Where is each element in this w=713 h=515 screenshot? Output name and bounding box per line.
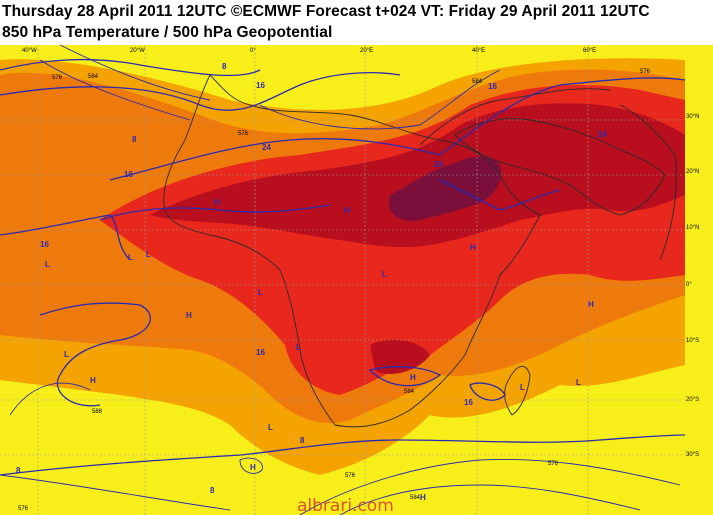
- contour-label: 24: [598, 130, 607, 139]
- contour-16-west: [0, 214, 131, 261]
- contour-label: 584: [404, 389, 415, 395]
- pressure-center: H: [214, 198, 220, 207]
- tick-lon-20w: 20°W: [130, 48, 145, 54]
- pressure-center: L: [45, 260, 50, 269]
- geo-576-southwest: [0, 474, 231, 511]
- contour-label: 576: [548, 461, 559, 467]
- contour-labels: 8 16 16 8 24 24 16 16 16 24 576 584 576 …: [16, 62, 651, 512]
- contour-label: 24: [262, 143, 271, 152]
- band-dark-red-south: [370, 339, 430, 375]
- geo-584-north: [59, 45, 211, 101]
- pressure-center: H: [344, 206, 350, 215]
- contour-label: 576: [238, 131, 249, 137]
- tick-lon-20e: 20°E: [360, 48, 373, 54]
- top-ticks: 40°W 20°W 0° 20°E 40°E 60°E: [22, 48, 596, 54]
- tick-lat-20s: 20°S: [686, 397, 699, 403]
- pressure-center: H: [470, 243, 476, 252]
- tick-lat-10n: 10°N: [686, 225, 699, 231]
- coast-arabia: [454, 118, 666, 216]
- pressure-center: H: [186, 311, 192, 320]
- pressure-center: H: [250, 463, 256, 472]
- geo-576-north: [39, 59, 191, 121]
- contour-label: 8: [222, 62, 227, 71]
- watermark-text: albrari.com: [297, 496, 394, 515]
- tick-lat-30s: 30°S: [686, 452, 699, 458]
- contour-label: 8: [300, 436, 305, 445]
- contour-label: 584: [410, 495, 421, 501]
- pressure-center: L: [258, 288, 263, 297]
- contour-16-east: [469, 382, 506, 401]
- contour-label: 16: [40, 240, 49, 249]
- coast-madagascar: [504, 365, 531, 416]
- geo-588-southwest: [9, 382, 91, 416]
- pressure-center: H: [420, 493, 426, 502]
- tick-lat-20n: 20°N: [686, 169, 699, 175]
- coast-mediterranean: [419, 88, 611, 146]
- pressure-center: L: [128, 253, 133, 262]
- map-title-forecast: Thursday 28 April 2011 12UTC ©ECMWF Fore…: [2, 3, 650, 20]
- geopotential-contours: [0, 45, 681, 515]
- contour-16-north: [0, 72, 401, 111]
- tick-lat-0: 0°: [686, 282, 692, 288]
- tick-lat-10s: 10°S: [686, 338, 699, 344]
- geo-584-south: [339, 484, 641, 515]
- tick-lon-0: 0°: [250, 48, 256, 54]
- contour-label: 588: [92, 409, 103, 415]
- contour-24-south: [368, 366, 442, 387]
- coastlines: [163, 74, 677, 428]
- contour-label: 16: [256, 81, 265, 90]
- geo-576-central: [259, 69, 501, 130]
- pressure-center: L: [520, 383, 525, 392]
- pressure-center: L: [382, 270, 387, 279]
- contour-label: 16: [124, 170, 133, 179]
- pressure-center: L: [146, 250, 151, 259]
- contour-16-southwest: [39, 302, 152, 407]
- contour-label: 8: [132, 135, 137, 144]
- temperature-contours: [0, 58, 686, 476]
- contour-label: 16: [256, 348, 265, 357]
- contour-label: 24: [434, 160, 443, 169]
- contour-label: 576: [345, 473, 356, 479]
- contour-label: 8: [16, 466, 21, 475]
- forecast-map: 40°W 20°W 0° 20°E 40°E 60°E 30°N 20°N 10…: [0, 45, 713, 515]
- contour-8-south: [0, 434, 686, 476]
- pressure-centers: L H H L L L H H L H L H L L L H L H H: [45, 198, 594, 502]
- contour-label: 16: [464, 398, 473, 407]
- tick-lon-40e: 40°E: [472, 48, 485, 54]
- contour-label: 8: [210, 486, 215, 495]
- geo-576-south: [299, 458, 681, 515]
- pressure-center: L: [296, 343, 301, 352]
- contour-label: 584: [88, 74, 99, 80]
- pressure-center: L: [64, 350, 69, 359]
- pressure-center: L: [268, 423, 273, 432]
- temperature-shading: [0, 45, 713, 515]
- contour-label: 576: [18, 506, 29, 512]
- tick-lon-60e: 60°E: [583, 48, 596, 54]
- pressure-center: L: [576, 378, 581, 387]
- right-ticks: 30°N 20°N 10°N 0° 10°S 20°S 30°S: [686, 114, 699, 458]
- contour-8-north: [0, 58, 261, 77]
- coast-africa: [163, 74, 541, 428]
- contour-24-arabia: [439, 179, 561, 211]
- pressure-center: H: [588, 300, 594, 309]
- coast-india: [619, 104, 677, 261]
- pressure-center: H: [410, 373, 416, 382]
- contour-24-west: [99, 204, 331, 221]
- band-maroon-core: [389, 156, 502, 221]
- contour-label: 16: [488, 82, 497, 91]
- geo-low-closed: [239, 457, 263, 474]
- tick-lat-30n: 30°N: [686, 114, 699, 120]
- map-subtitle-fields: 850 hPa Temperature / 500 hPa Geopotenti…: [2, 24, 333, 41]
- contour-label: 576: [640, 69, 651, 75]
- pressure-center: H: [90, 376, 96, 385]
- contour-24-north: [109, 77, 686, 181]
- contour-label: 584: [472, 79, 483, 85]
- contour-label: 576: [52, 75, 63, 81]
- tick-lon-40w: 40°W: [22, 48, 37, 54]
